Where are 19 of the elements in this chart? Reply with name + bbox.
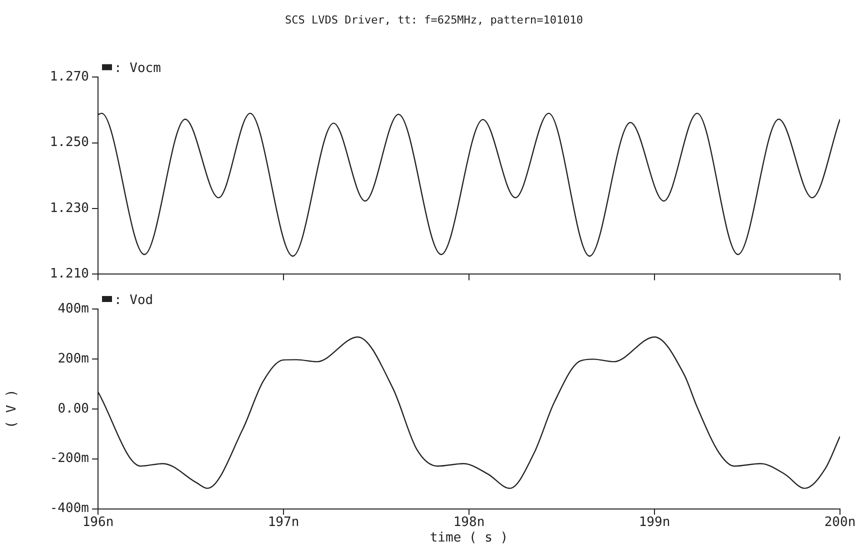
legend-label: : Vod (114, 292, 154, 308)
x-tick-label: 200n (824, 514, 856, 530)
y-tick-label: 1.270 (50, 70, 89, 85)
y-tick-label: 1.230 (50, 200, 89, 216)
y-axis-title: ( V ) (4, 389, 20, 428)
x-tick-label: 197n (268, 514, 300, 530)
y-tick-label: 1.250 (50, 135, 89, 150)
y-tick-label: 1.210 (50, 266, 89, 282)
chart-title: SCS LVDS Driver, tt: f=625MHz, pattern=101010 (284, 13, 584, 26)
x-tick-label: 196n (82, 514, 114, 530)
y-tick-label: -200m (50, 451, 90, 466)
x-axis-title: time ( s ) (430, 530, 508, 546)
legend-label: : Vocm (114, 61, 162, 76)
y-tick-label: 0.00 (58, 401, 89, 416)
x-tick-label: 199n (638, 514, 670, 530)
y-tick-label: 400m (58, 301, 90, 316)
x-tick-label: 198n (453, 514, 485, 530)
y-tick-label: -400m (50, 501, 90, 516)
y-tick-label: 200m (58, 351, 90, 366)
